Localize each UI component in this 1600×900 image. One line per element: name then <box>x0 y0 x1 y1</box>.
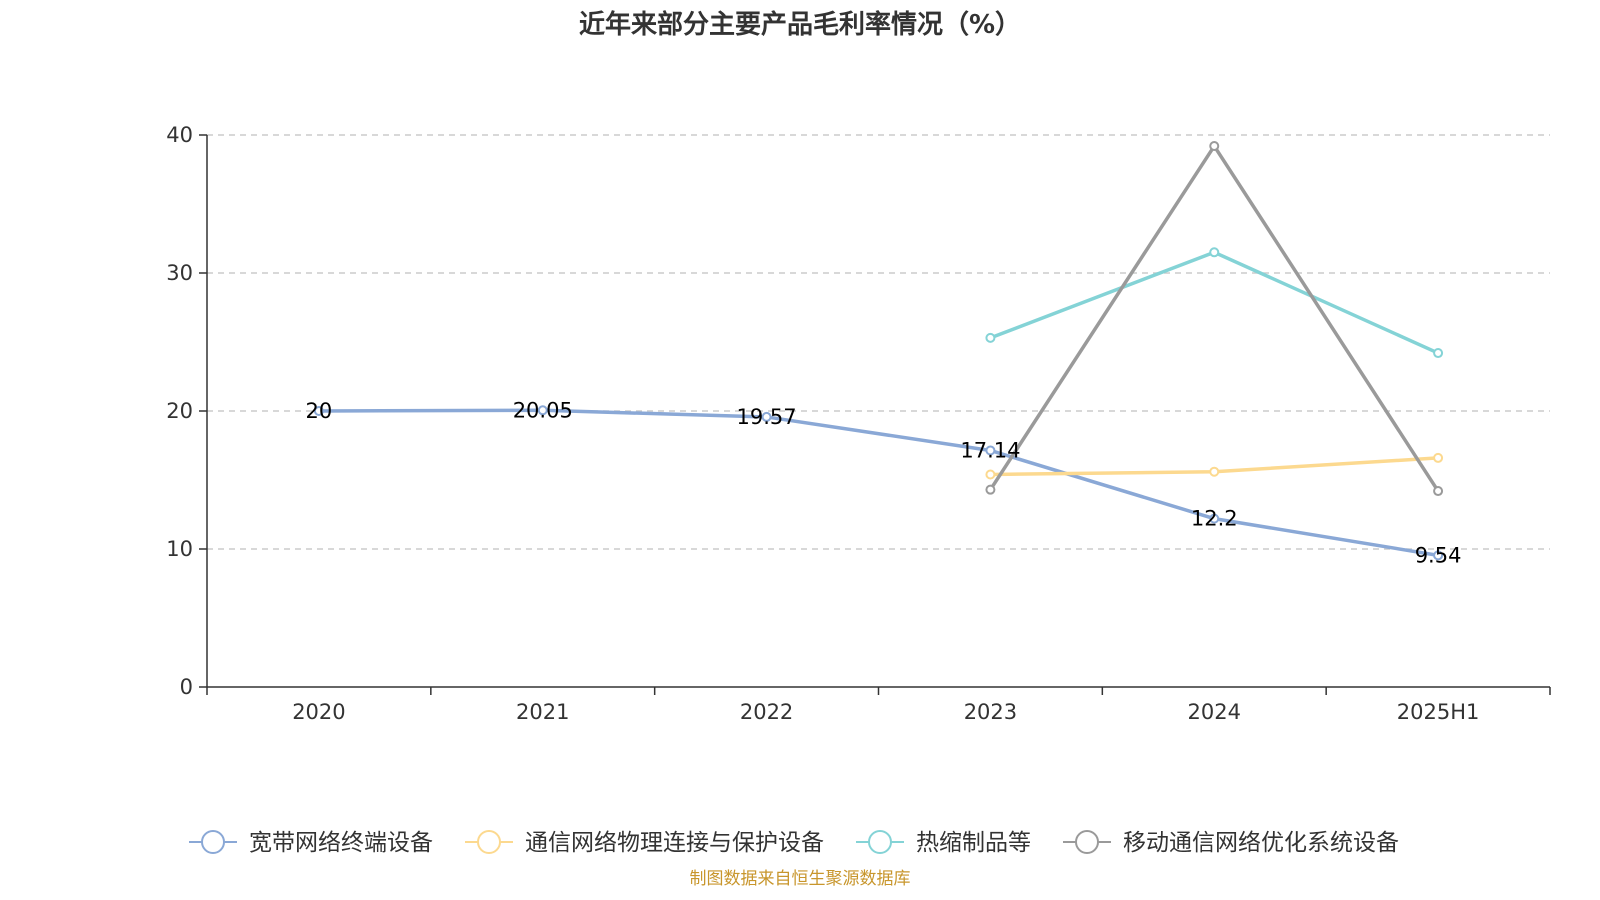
data-labels: 20 20.05 19.57 17.14 12.2 9.54 <box>306 398 1462 567</box>
data-label: 19.57 <box>737 405 797 429</box>
data-point <box>761 411 772 422</box>
legend-item[interactable]: 宽带网络终端设备 <box>189 830 433 856</box>
data-point <box>1209 513 1220 524</box>
data-point <box>1209 466 1220 477</box>
legend-item[interactable]: 热缩制品等 <box>856 830 1031 856</box>
data-label: 12.2 <box>1191 507 1238 531</box>
legend-label: 热缩制品等 <box>916 830 1031 856</box>
source-note: 制图数据来自恒生聚源数据库 <box>689 869 911 889</box>
legend-label: 通信网络物理连接与保护设备 <box>525 830 824 856</box>
legend-item[interactable]: 移动通信网络优化系统设备 <box>1063 830 1399 856</box>
x-tick-label: 2025H1 <box>1397 700 1480 724</box>
series-lines <box>313 141 1444 561</box>
legend[interactable]: 宽带网络终端设备 通信网络物理连接与保护设备 热缩制品等 移动通信网络优化系统设备 <box>189 830 1399 856</box>
data-point <box>313 406 324 416</box>
legend-circle-icon <box>868 830 892 854</box>
data-point <box>1209 247 1220 258</box>
y-tick-label: 40 <box>166 123 193 147</box>
y-tick-label: 20 <box>166 399 193 423</box>
data-point <box>1433 486 1444 497</box>
data-label: 20.05 <box>513 398 573 422</box>
data-point <box>1433 550 1444 561</box>
series-line <box>988 144 1440 492</box>
chart-title: 近年来部分主要产品毛利率情况（%） <box>578 10 1022 40</box>
x-tick-label: 2023 <box>964 700 1017 724</box>
data-point <box>1433 348 1444 359</box>
data-point <box>985 469 996 480</box>
legend-circle-icon <box>201 830 225 854</box>
data-point <box>1433 452 1444 463</box>
axes: 0 10 20 30 40 2020 2021 2022 2023 2024 2025H1 <box>166 123 1551 724</box>
x-tick-label: 2020 <box>292 700 345 724</box>
legend-circle-icon <box>477 830 501 854</box>
series-line <box>318 408 1439 558</box>
data-label: 17.14 <box>960 438 1020 462</box>
y-tick-label: 10 <box>166 537 193 561</box>
x-tick-label: 2021 <box>516 700 569 724</box>
legend-label: 宽带网络终端设备 <box>249 830 433 856</box>
data-point <box>985 445 996 456</box>
data-label: 9.54 <box>1415 543 1462 567</box>
gridlines <box>207 134 1550 550</box>
x-tick-label: 2022 <box>740 700 793 724</box>
legend-label: 移动通信网络优化系统设备 <box>1123 830 1399 856</box>
series-line <box>989 250 1439 355</box>
x-tick-label: 2024 <box>1188 700 1241 724</box>
legend-item[interactable]: 通信网络物理连接与保护设备 <box>465 830 824 856</box>
legend-circle-icon <box>1075 830 1099 854</box>
data-point <box>537 405 548 416</box>
y-tick-label: 0 <box>180 675 193 699</box>
data-point <box>985 332 996 343</box>
data-point <box>985 484 996 495</box>
data-point <box>1209 141 1220 152</box>
y-tick-label: 30 <box>166 261 193 285</box>
data-label: 20 <box>306 399 333 423</box>
